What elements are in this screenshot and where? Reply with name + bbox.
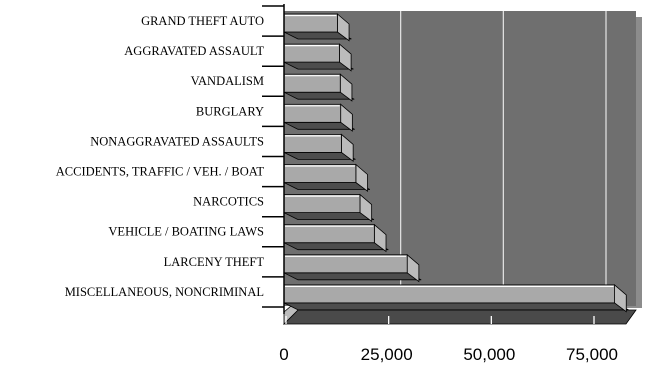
bar-6 xyxy=(283,163,371,193)
tick-label-75,000: 75,000 xyxy=(566,345,618,364)
bar-front-face xyxy=(283,284,615,304)
bar-front-face xyxy=(283,254,408,274)
category-label-5: NONAGGRAVATED ASSAULTS xyxy=(90,134,264,148)
tick-label-0: 0 xyxy=(279,345,288,364)
category-label-2: AGGRAVATED ASSAULT xyxy=(124,44,264,58)
bar-8 xyxy=(283,223,389,253)
category-labels: GRAND THEFT AUTO AGGRAVATED ASSAULT VANDAL… xyxy=(56,14,265,299)
bar-underside xyxy=(283,302,629,311)
tick-label-25,000: 25,000 xyxy=(361,345,413,364)
bar-5 xyxy=(283,133,356,162)
bar-7 xyxy=(283,193,375,223)
bar-underside xyxy=(283,212,375,221)
category-label-7: NARCOTICS xyxy=(193,195,264,209)
bar-front-face xyxy=(283,73,341,93)
category-label-6: ACCIDENTS, TRAFFIC / VEH. / BOAT xyxy=(56,165,265,179)
bar-front-face xyxy=(283,103,342,123)
bar-10 xyxy=(283,284,629,313)
category-label-3: VANDALISM xyxy=(191,74,264,88)
bar-3 xyxy=(283,73,355,102)
category-label-9: LARCENY THEFT xyxy=(164,255,265,269)
tick-labels: 0 25,000 50,000 75,000 xyxy=(279,345,618,364)
category-label-10: MISCELLANEOUS, NONCRIMINAL xyxy=(65,285,264,299)
bar-2 xyxy=(283,43,354,72)
bars xyxy=(283,13,629,313)
bar-underside xyxy=(283,242,389,251)
floor-top xyxy=(283,309,637,325)
category-label-8: VEHICLE / BOATING LAWS xyxy=(108,225,264,239)
bar-front-face xyxy=(283,13,338,33)
bar-underside xyxy=(283,272,422,281)
bar-4 xyxy=(283,103,355,132)
category-label-4: BURGLARY xyxy=(196,104,264,118)
bar-front-face xyxy=(283,224,375,244)
tick-label-50,000: 50,000 xyxy=(463,345,515,364)
bar-front-face xyxy=(283,164,357,183)
axes xyxy=(262,4,595,324)
bar-front-face xyxy=(283,43,340,63)
bar-front-face xyxy=(283,133,342,153)
bar-front-face xyxy=(283,194,361,214)
category-label-1: GRAND THEFT AUTO xyxy=(141,14,264,28)
bar-1 xyxy=(283,13,352,42)
bar-9 xyxy=(283,253,422,283)
